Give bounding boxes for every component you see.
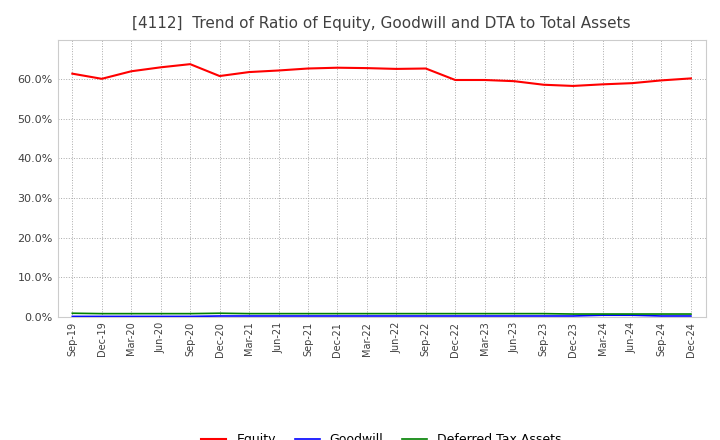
Goodwill xyxy=(392,313,400,319)
Goodwill xyxy=(215,313,224,319)
Goodwill xyxy=(97,314,106,319)
Deferred Tax Assets xyxy=(598,312,607,317)
Deferred Tax Assets xyxy=(304,311,312,316)
Goodwill xyxy=(539,313,548,319)
Deferred Tax Assets xyxy=(363,311,372,316)
Line: Deferred Tax Assets: Deferred Tax Assets xyxy=(72,313,691,314)
Deferred Tax Assets xyxy=(480,311,489,316)
Equity xyxy=(156,65,165,70)
Goodwill xyxy=(333,313,342,319)
Deferred Tax Assets xyxy=(68,311,76,316)
Goodwill xyxy=(598,312,607,318)
Deferred Tax Assets xyxy=(333,311,342,316)
Equity xyxy=(333,65,342,70)
Equity xyxy=(127,69,135,74)
Deferred Tax Assets xyxy=(421,311,430,316)
Goodwill xyxy=(304,313,312,319)
Equity xyxy=(539,82,548,88)
Goodwill xyxy=(687,313,696,319)
Deferred Tax Assets xyxy=(215,311,224,316)
Equity xyxy=(687,76,696,81)
Equity xyxy=(245,70,253,75)
Goodwill xyxy=(363,313,372,319)
Deferred Tax Assets xyxy=(628,312,636,317)
Deferred Tax Assets xyxy=(274,311,283,316)
Deferred Tax Assets xyxy=(539,311,548,316)
Equity xyxy=(68,71,76,76)
Equity xyxy=(628,81,636,86)
Deferred Tax Assets xyxy=(392,311,400,316)
Goodwill xyxy=(451,313,459,319)
Deferred Tax Assets xyxy=(569,312,577,317)
Goodwill xyxy=(628,312,636,318)
Equity xyxy=(657,78,666,83)
Deferred Tax Assets xyxy=(156,311,165,316)
Equity xyxy=(97,76,106,81)
Deferred Tax Assets xyxy=(245,311,253,316)
Equity xyxy=(363,66,372,71)
Equity xyxy=(215,73,224,79)
Line: Goodwill: Goodwill xyxy=(72,315,691,316)
Equity xyxy=(392,66,400,72)
Goodwill xyxy=(421,313,430,319)
Goodwill xyxy=(510,313,518,319)
Goodwill xyxy=(245,313,253,319)
Deferred Tax Assets xyxy=(510,311,518,316)
Equity xyxy=(421,66,430,71)
Goodwill xyxy=(569,313,577,319)
Goodwill xyxy=(156,314,165,319)
Deferred Tax Assets xyxy=(687,312,696,317)
Deferred Tax Assets xyxy=(127,311,135,316)
Title: [4112]  Trend of Ratio of Equity, Goodwill and DTA to Total Assets: [4112] Trend of Ratio of Equity, Goodwil… xyxy=(132,16,631,32)
Equity xyxy=(186,62,194,67)
Goodwill xyxy=(480,313,489,319)
Equity xyxy=(274,68,283,73)
Goodwill xyxy=(274,313,283,319)
Equity xyxy=(480,77,489,83)
Line: Equity: Equity xyxy=(72,64,691,86)
Goodwill xyxy=(68,314,76,319)
Equity xyxy=(598,82,607,87)
Equity xyxy=(304,66,312,71)
Legend: Equity, Goodwill, Deferred Tax Assets: Equity, Goodwill, Deferred Tax Assets xyxy=(197,429,567,440)
Deferred Tax Assets xyxy=(97,311,106,316)
Deferred Tax Assets xyxy=(451,311,459,316)
Goodwill xyxy=(127,314,135,319)
Deferred Tax Assets xyxy=(186,311,194,316)
Equity xyxy=(510,78,518,84)
Goodwill xyxy=(186,314,194,319)
Equity xyxy=(569,83,577,88)
Deferred Tax Assets xyxy=(657,312,666,317)
Goodwill xyxy=(657,313,666,319)
Equity xyxy=(451,77,459,83)
